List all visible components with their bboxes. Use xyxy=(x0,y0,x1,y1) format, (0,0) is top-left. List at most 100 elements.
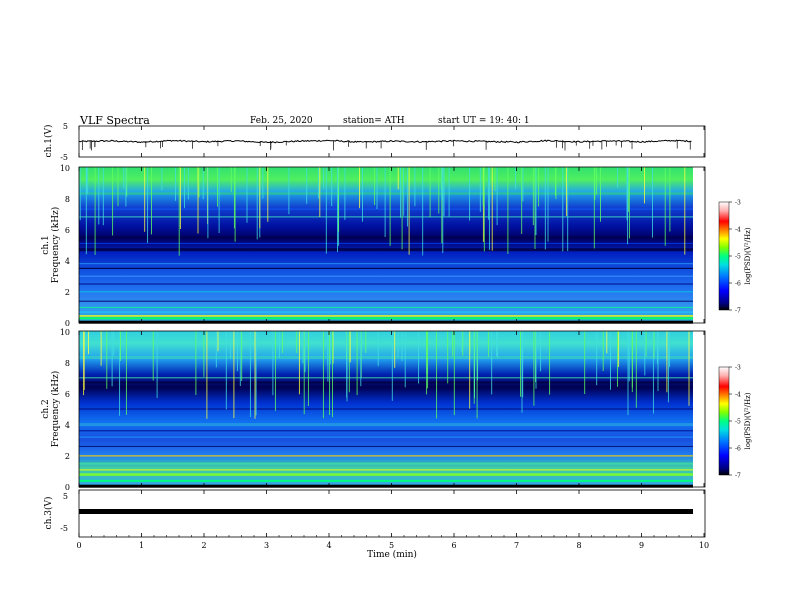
colorbar-tick-label: -5 xyxy=(735,419,741,426)
ch1-spectrogram-ylabel-frequency: Frequency (kHz) xyxy=(50,207,61,284)
ch2-spec-ytick-6: 6 xyxy=(65,390,70,399)
ch3-waveform-trace xyxy=(79,509,693,514)
x-axis-ticks xyxy=(78,126,705,537)
ch1-spectrogram-band xyxy=(79,208,693,210)
x-tick-label: 9 xyxy=(639,541,644,550)
ch2-spectrogram-band xyxy=(79,356,693,359)
ch2-colorbar-scale xyxy=(718,366,730,476)
colorbar-tick-label: -4 xyxy=(735,392,741,399)
x-axis-label: Time (min) xyxy=(367,549,417,560)
x-tick-label: 0 xyxy=(76,541,81,550)
ch2-spectrogram-streaks xyxy=(83,331,690,419)
colorbar-tick-label: -3 xyxy=(735,200,741,207)
x-tick-label: 8 xyxy=(576,541,581,550)
ch1-waveform-panel: 5 -5 ch.1(V) xyxy=(43,122,706,162)
colorbar-tick-label: -7 xyxy=(735,308,741,315)
ch1-spectrogram-band xyxy=(79,315,693,317)
ch1-spec-ytick-6: 6 xyxy=(65,226,70,235)
ch1-spectrogram-band xyxy=(79,192,693,195)
ch1-colorbar-ticks: -3 -4 -5 -6 -7 xyxy=(729,200,741,315)
station-label: station= ATH xyxy=(343,116,405,126)
ch2-spectrogram-ylabel-channel: ch.2 xyxy=(41,399,51,418)
ch2-spectrogram-band xyxy=(79,408,693,410)
ch1-colorbar-scale xyxy=(718,201,730,311)
ch1-waveform-spikes xyxy=(81,141,691,151)
ch1-ytick-bottom: -5 xyxy=(60,153,68,162)
ch1-spectrogram-band xyxy=(79,283,693,285)
ch2-spectrogram-band xyxy=(79,381,693,384)
ch1-spec-ytick-8: 8 xyxy=(65,195,70,204)
ch1-spectrogram-band xyxy=(79,291,693,293)
x-axis-tick-labels: 0 1 2 3 4 5 6 7 8 9 10 xyxy=(76,541,709,550)
ch1-spectrogram-band xyxy=(79,320,693,324)
ch2-spectrogram-band xyxy=(79,484,693,488)
ch1-spectrogram-band xyxy=(79,300,693,302)
ch2-spec-ytick-10: 10 xyxy=(60,328,70,337)
ch1-spectrogram-band xyxy=(79,216,693,218)
x-tick-label: 7 xyxy=(514,541,519,550)
ch2-spectrogram-bands xyxy=(79,356,693,488)
ch2-spectrogram-band xyxy=(79,423,693,427)
ch1-spectrogram-ylabel-channel: ch.1 xyxy=(41,235,51,254)
ch1-spec-ytick-2: 2 xyxy=(65,288,70,297)
x-tick-label: 2 xyxy=(201,541,206,550)
ch1-colorbar-label: log(PSD)(V²/Hz) xyxy=(744,227,752,284)
date-label: Feb. 25, 2020 xyxy=(250,116,313,126)
ch2-spectrogram-band xyxy=(79,445,693,447)
ch1-spectrogram-band xyxy=(79,306,693,308)
ch2-spec-ytick-4: 4 xyxy=(65,421,70,430)
x-tick-label: 10 xyxy=(699,541,709,550)
ch2-spectrogram-band xyxy=(79,436,693,438)
x-tick-label: 4 xyxy=(326,541,331,550)
ch3-waveform-panel: 5 -5 ch.3(V) xyxy=(43,489,706,538)
ch1-spec-ytick-10: 10 xyxy=(60,164,70,173)
ch1-spectrogram-band xyxy=(79,263,693,265)
ch1-waveform-trace xyxy=(78,139,692,144)
x-tick-label: 3 xyxy=(264,541,269,550)
ch1-colorbar: -3 -4 -5 -6 -7 log(PSD)(V²/Hz) xyxy=(718,200,752,315)
ch1-spectrogram-streaks xyxy=(79,167,686,256)
ch1-spectrogram-band xyxy=(79,248,693,252)
colorbar-tick-label: -6 xyxy=(735,446,741,453)
ch2-spectrogram-band xyxy=(79,430,693,432)
colorbar-tick-label: -3 xyxy=(735,365,741,372)
ch1-spec-ytick-4: 4 xyxy=(65,257,70,266)
ch3-ytick-bottom: -5 xyxy=(60,524,68,533)
ch2-colorbar: -3 -4 -5 -6 -7 log(PSD)(V²/Hz) xyxy=(718,365,752,480)
start-ut-label: start UT = 19: 40: 1 xyxy=(438,116,530,126)
x-tick-label: 1 xyxy=(139,541,144,550)
chart-title: VLF Spectra xyxy=(79,114,150,127)
ch1-waveform-ylabel: ch.1(V) xyxy=(43,125,54,158)
ch1-spectrogram-band xyxy=(79,275,693,277)
colorbar-tick-label: -4 xyxy=(735,227,741,234)
ch2-colorbar-label: log(PSD)(V²/Hz) xyxy=(744,392,752,449)
ch2-spec-ytick-8: 8 xyxy=(65,359,70,368)
ch1-spectrogram-panel: 0 2 4 6 8 10 ch.1 Frequency (kHz) xyxy=(41,164,706,328)
ch1-spectrogram-band xyxy=(79,311,693,313)
ch1-ytick-top: 5 xyxy=(63,122,68,131)
ch1-spectrogram-frame xyxy=(78,166,706,324)
ch2-spec-ytick-0: 0 xyxy=(65,483,70,492)
ch2-spec-ytick-2: 2 xyxy=(65,452,70,461)
ch2-spectrogram-band xyxy=(79,479,693,482)
x-tick-label: 6 xyxy=(451,541,456,550)
ch3-waveform-ylabel: ch.3(V) xyxy=(43,497,54,530)
ch2-spectrogram-ylabel-frequency: Frequency (kHz) xyxy=(50,371,61,448)
ch2-spectrogram-frame xyxy=(78,330,706,488)
colorbar-tick-label: -7 xyxy=(735,473,741,480)
ch1-spectrogram-bands xyxy=(79,192,693,324)
ch2-spectrogram-band xyxy=(79,377,693,379)
colorbar-tick-label: -6 xyxy=(735,281,741,288)
ch2-spectrogram-panel: 0 2 4 6 8 10 ch.2 Frequency (kHz) xyxy=(41,328,706,492)
ch1-spectrogram-band xyxy=(79,267,693,269)
ch2-spectrogram-band xyxy=(79,469,693,471)
ch2-colorbar-ticks: -3 -4 -5 -6 -7 xyxy=(729,365,741,480)
ch2-spectrogram-band xyxy=(79,455,693,457)
ch1-spec-ytick-0: 0 xyxy=(65,319,70,328)
ch1-spectrogram-band xyxy=(79,317,693,320)
ch3-ytick-top: 5 xyxy=(63,492,68,501)
x-tick-label: 5 xyxy=(389,541,394,550)
ch2-spectrogram-band xyxy=(79,462,693,465)
ch1-spectrogram-band xyxy=(79,236,693,239)
